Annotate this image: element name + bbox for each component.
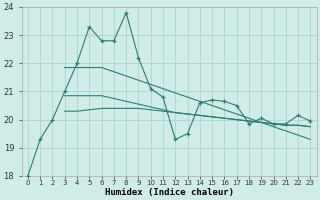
X-axis label: Humidex (Indice chaleur): Humidex (Indice chaleur) [105, 188, 234, 197]
